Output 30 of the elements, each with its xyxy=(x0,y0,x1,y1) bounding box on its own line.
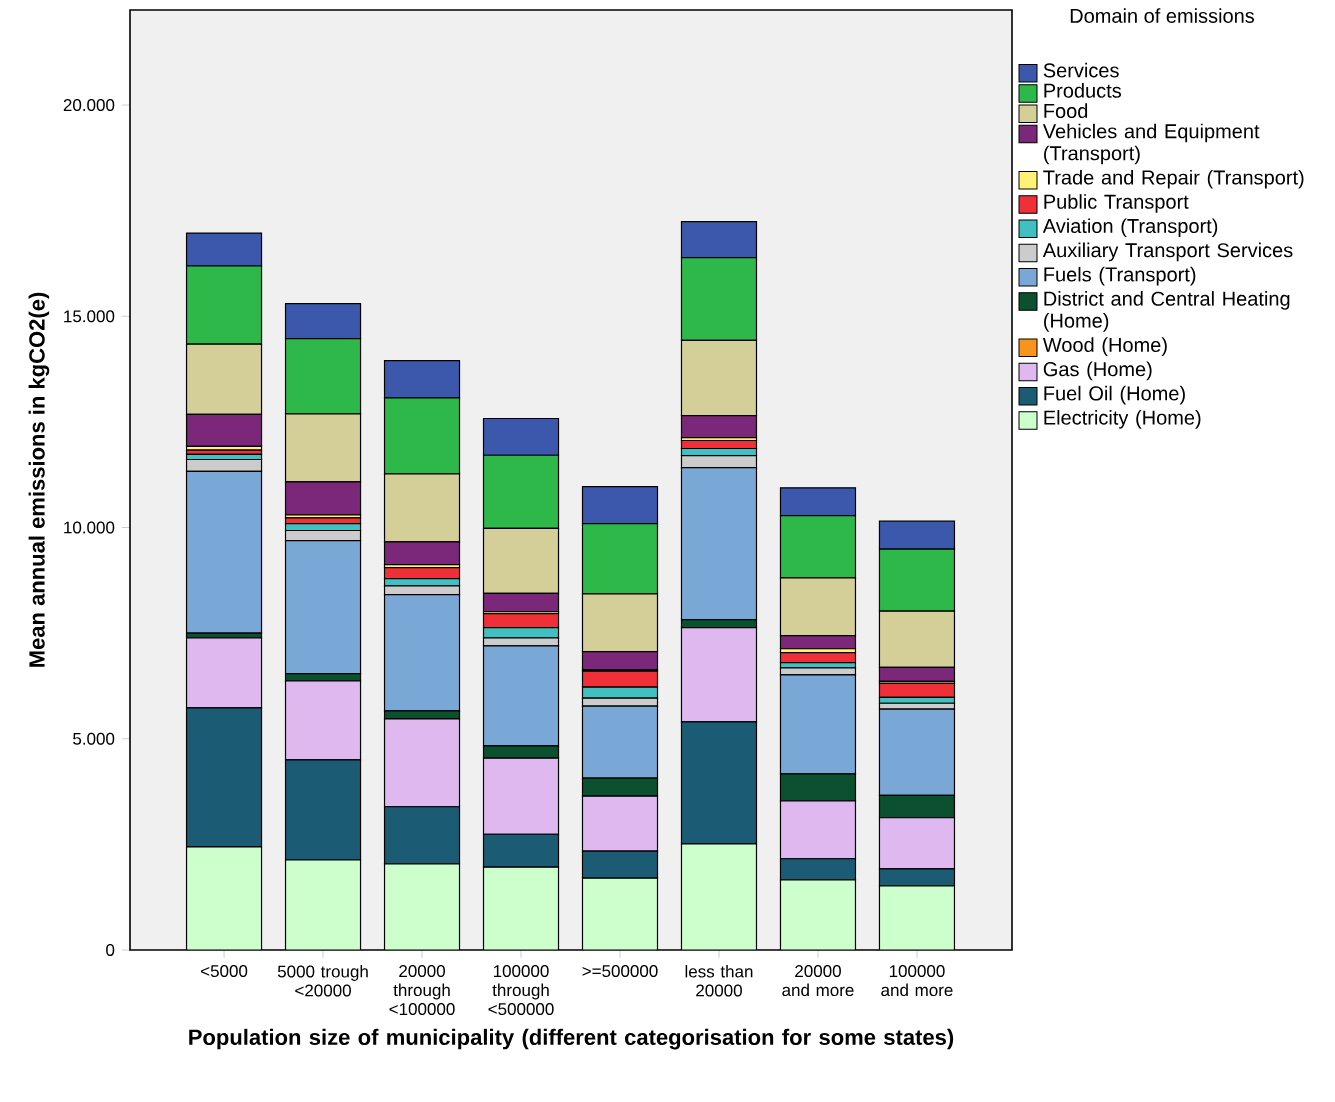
legend-label: Auxiliary Transport Services xyxy=(1042,242,1293,262)
legend-label: Electricity (Home) xyxy=(1044,410,1201,429)
legend-label: Food xyxy=(1044,103,1088,119)
x-tick-label: 100000 and more xyxy=(881,965,953,997)
x-tick-label: 20000 and more xyxy=(782,965,854,997)
y-axis-title: Mean annual emissions in kgCO2(e) xyxy=(28,292,50,667)
x-tick-label: 5000 trough <20000 xyxy=(277,965,368,997)
x-tick-label: >=500000 xyxy=(582,965,658,978)
legend-label: Public Transport xyxy=(1044,194,1189,213)
legend-label: Gas (Home) xyxy=(1043,361,1152,381)
x-tick-label: less than 20000 xyxy=(685,965,753,997)
legend-label: Aviation (Transport) xyxy=(1042,218,1218,238)
x-tick-label: <5000 xyxy=(201,965,248,978)
y-tick-label: 20.000 xyxy=(63,99,115,112)
legend-label: Trade and Repair (Transport) xyxy=(1043,169,1304,189)
y-tick-label: 10.000 xyxy=(64,521,115,534)
legend-label: Fuels (Transport) xyxy=(1044,266,1196,286)
legend-label: Services xyxy=(1043,62,1119,78)
x-tick-label: 100000 through <500000 xyxy=(488,965,554,1016)
legend-label: Fuel Oil (Home) xyxy=(1044,385,1185,405)
legend-label: Products xyxy=(1044,83,1122,98)
legend-label: District and Central Heating (Home) xyxy=(1044,291,1290,332)
legend-label: Wood (Home) xyxy=(1042,337,1167,356)
x-axis-title: Population size of municipality (different categorisation for some states) xyxy=(189,1028,954,1050)
legend-title: Domain of emissions xyxy=(1070,8,1255,23)
y-tick-label: 15.000 xyxy=(64,310,115,323)
legend-label: Vehicles and Equipment (Transport) xyxy=(1042,123,1260,165)
x-tick-label: 20000 through <100000 xyxy=(389,965,455,1016)
y-tick-label: 0 xyxy=(106,943,115,956)
y-tick-label: 5.000 xyxy=(73,732,115,745)
